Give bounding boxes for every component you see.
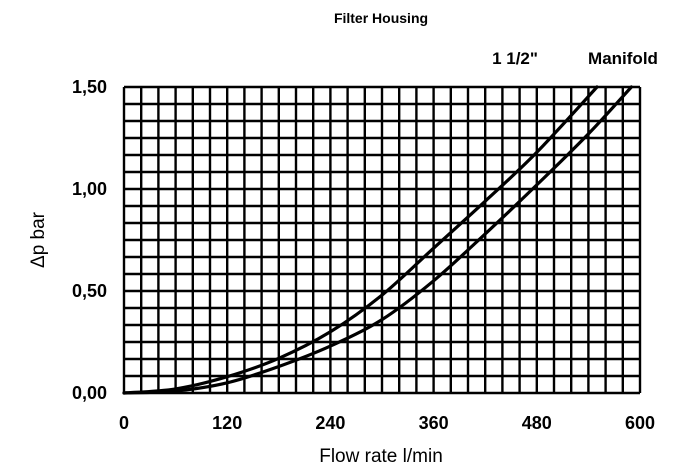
x-tick-label: 0: [119, 413, 129, 433]
x-tick-label: 360: [419, 413, 449, 433]
y-tick-label: 0,50: [72, 281, 107, 301]
chart-curves: [122, 85, 633, 395]
series-label-1: 1 1/2": [492, 49, 538, 68]
chart-labels: Filter Housing 1 1/2" Manifold Flow rate…: [28, 10, 658, 467]
y-tick-label: 0,00: [72, 383, 107, 403]
y-tick-label: 1,00: [72, 179, 107, 199]
x-tick-label: 120: [212, 413, 242, 433]
y-axis-label: Δp bar: [28, 211, 49, 268]
y-tick-label: 1,50: [72, 77, 107, 97]
series-line-2: [122, 85, 633, 395]
chart-ticks: 0 120 240 360 480 600 0,00 0,50 1,00 1,50: [72, 77, 655, 433]
x-tick-label: 600: [625, 413, 655, 433]
chart-grid: [122, 85, 642, 395]
series-line-1: [122, 85, 599, 395]
series-label-2: Manifold: [588, 49, 658, 68]
x-tick-label: 480: [522, 413, 552, 433]
x-axis-label: Flow rate l/min: [319, 446, 443, 467]
chart-title: Filter Housing: [334, 10, 428, 26]
x-tick-label: 240: [315, 413, 345, 433]
